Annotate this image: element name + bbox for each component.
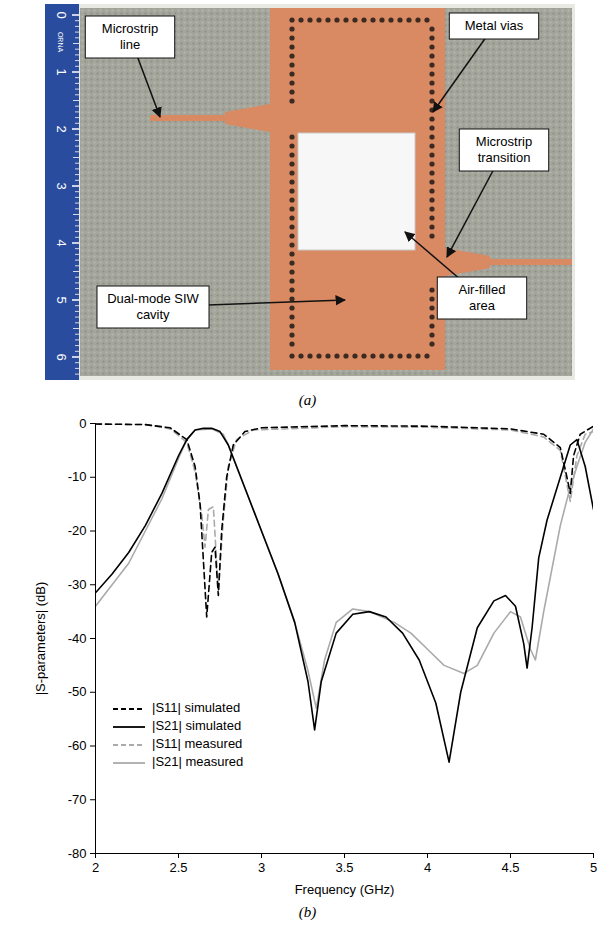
- html-text:(b): (b): [298, 904, 317, 920]
- svg-text:-30: -30: [68, 577, 87, 592]
- svg-text:0: 0: [79, 416, 86, 431]
- svg-text:transition: transition: [478, 150, 531, 165]
- html-text:|S21| measured: |S21| measured: [152, 754, 244, 769]
- html-text:|S11| measured: |S11| measured: [152, 736, 243, 751]
- html-text:|S21| simulated: |S21| simulated: [152, 718, 242, 733]
- svg-text:-40: -40: [68, 631, 87, 646]
- svg-text:3.5: 3.5: [335, 860, 353, 875]
- svg-text:-70: -70: [68, 792, 87, 807]
- svg-text:2: 2: [92, 860, 99, 875]
- svg-text:4: 4: [424, 860, 431, 875]
- svg-text:ORNA: ORNA: [57, 32, 64, 53]
- svg-text:4: 4: [54, 239, 69, 246]
- svg-text:3: 3: [54, 182, 69, 189]
- svg-text:1: 1: [54, 68, 69, 75]
- svg-text:6: 6: [54, 353, 69, 360]
- html-text:(a): (a): [298, 392, 317, 408]
- svg-text:Dual-mode SIW: Dual-mode SIW: [107, 291, 199, 306]
- svg-text:-80: -80: [68, 846, 87, 861]
- html-text:|S11| simulated: |S11| simulated: [152, 700, 241, 715]
- svg-text:-50: -50: [68, 684, 87, 699]
- svg-text:|S-parameters| (dB): |S-parameters| (dB): [33, 582, 48, 696]
- svg-text:-60: -60: [68, 738, 87, 753]
- svg-text:Metal vias: Metal vias: [465, 18, 524, 33]
- svg-text:-20: -20: [68, 523, 87, 538]
- svg-text:area: area: [469, 298, 496, 313]
- svg-text:line: line: [120, 37, 140, 52]
- svg-text:5: 5: [54, 296, 69, 303]
- svg-text:Air-filled: Air-filled: [459, 282, 506, 297]
- svg-text:cavity: cavity: [136, 307, 170, 322]
- svg-text:2.5: 2.5: [169, 860, 187, 875]
- svg-text:Microstrip: Microstrip: [476, 134, 532, 149]
- svg-text:0: 0: [54, 11, 69, 18]
- svg-text:3: 3: [258, 860, 265, 875]
- svg-text:5: 5: [590, 860, 597, 875]
- svg-text:2: 2: [54, 125, 69, 132]
- svg-text:Frequency (GHz): Frequency (GHz): [295, 882, 395, 897]
- svg-text:4.5: 4.5: [501, 860, 519, 875]
- svg-text:Microstrip: Microstrip: [102, 21, 158, 36]
- svg-text:-10: -10: [68, 469, 87, 484]
